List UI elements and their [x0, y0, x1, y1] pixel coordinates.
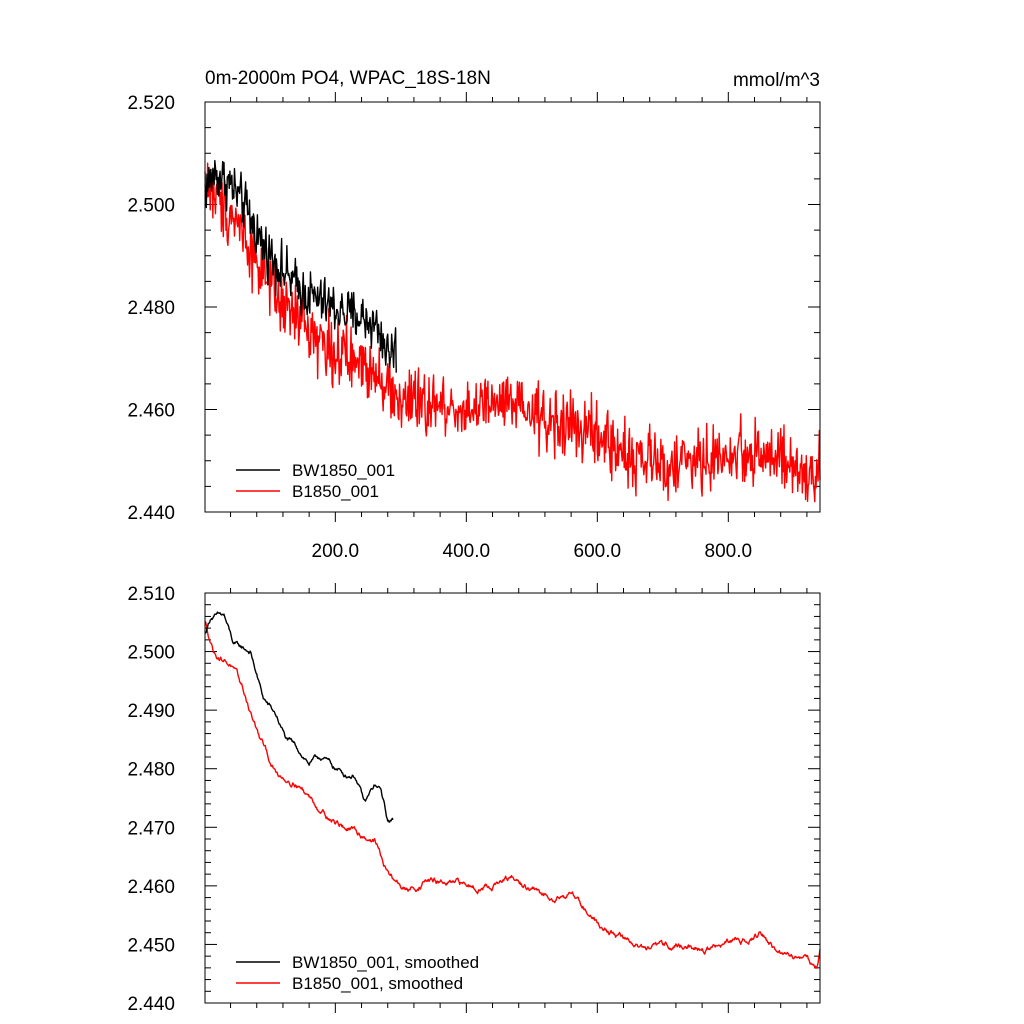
- x-tick-label: 200.0: [312, 541, 360, 562]
- legend-label-bw1850-smoothed: BW1850_001, smoothed: [292, 953, 479, 972]
- bottom-panel: 2.440 2.450 2.460 2.470 2.480 2.490 2.500 2.510…: [127, 583, 821, 1015]
- top-tick-labels: 200.0 400.0 600.0 800.0 2.440 2.460 2.480 2.500…: [127, 93, 752, 562]
- top-series-lines: [204, 159, 821, 503]
- bottom-plot-frame: [204, 592, 821, 1004]
- y-tick-label: 2.510: [127, 584, 175, 605]
- units-label: mmol/m^3: [733, 70, 820, 91]
- x-tick-label: 800.0: [705, 541, 753, 562]
- bottom-tick-labels: 2.440 2.450 2.460 2.470 2.480 2.490 2.500 2.510: [127, 584, 175, 1015]
- top-legend: BW1850_001 B1850_001: [236, 461, 395, 501]
- bottom-legend: BW1850_001, smoothed B1850_001, smoothed: [236, 953, 479, 993]
- legend-label-b1850: B1850_001: [292, 482, 379, 501]
- series-line-bw1850-001-smoothed: [204, 611, 394, 823]
- x-tick-label: 400.0: [443, 541, 491, 562]
- x-tick-label: 600.0: [574, 541, 622, 562]
- top-plot-frame: [204, 101, 821, 513]
- series-line-b1850-001: [204, 162, 821, 503]
- y-tick-label: 2.490: [127, 701, 175, 722]
- series-line-b1850-001-smoothed: [204, 620, 821, 969]
- legend-label-bw1850: BW1850_001: [292, 461, 395, 480]
- y-tick-label: 2.500: [127, 643, 175, 664]
- y-tick-label: 2.480: [127, 298, 175, 319]
- y-tick-label: 2.470: [127, 818, 175, 839]
- y-tick-label: 2.500: [127, 196, 175, 217]
- y-tick-label: 2.460: [127, 877, 175, 898]
- chart-title: 0m-2000m PO4, WPAC_18S-18N: [205, 68, 491, 89]
- y-tick-label: 2.460: [127, 401, 175, 422]
- series-line-bw1850-001: [204, 159, 397, 373]
- y-tick-label: 2.480: [127, 760, 175, 781]
- y-tick-label: 2.450: [127, 935, 175, 956]
- top-panel: 0m-2000m PO4, WPAC_18S-18N mmol/m^3 200.…: [127, 68, 821, 562]
- legend-label-b1850-smoothed: B1850_001, smoothed: [292, 974, 463, 993]
- bottom-series-lines: [204, 611, 821, 969]
- bottom-axis-ticks: [205, 583, 820, 1013]
- y-tick-label: 2.440: [127, 503, 175, 524]
- y-tick-label: 2.520: [127, 93, 175, 114]
- y-tick-label: 2.440: [127, 994, 175, 1015]
